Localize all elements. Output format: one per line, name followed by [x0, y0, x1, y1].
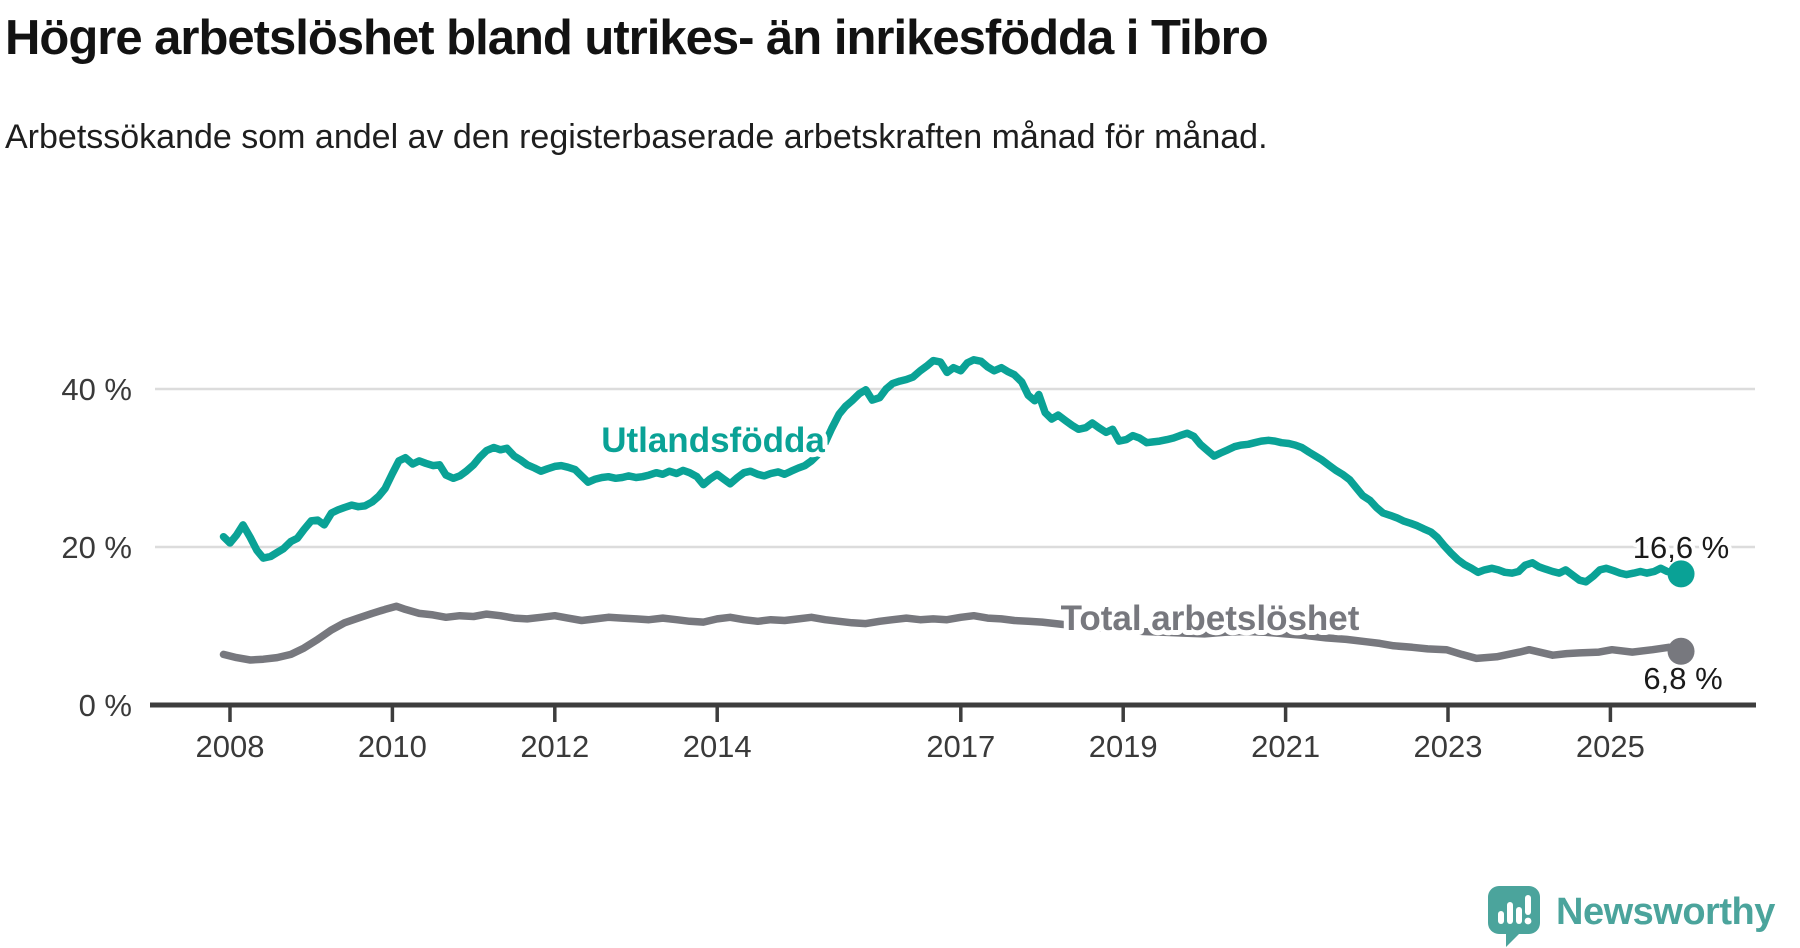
bar-chart-exclamation-icon — [1498, 895, 1532, 925]
series-layer — [219, 356, 1685, 664]
grid-layer — [155, 387, 1755, 549]
series-label-total-arbetsloshet: Total arbetslöshet — [1061, 599, 1360, 638]
x-axis-label: 2019 — [1089, 729, 1158, 764]
end-dots-layer — [1667, 560, 1695, 665]
x-axis-label: 2014 — [683, 729, 752, 764]
newsworthy-brand-text: Newsworthy — [1556, 891, 1775, 933]
chart-svg: 2008 2010 2012 2014 2017 2019 2021 2023 2025 0 % 2… — [61, 356, 1756, 764]
utlandsfodda-line — [219, 356, 1685, 586]
utlandsfodda-end-dot — [1667, 560, 1695, 588]
y-axis-label: 0 % — [79, 688, 132, 723]
x-axis-label: 2025 — [1576, 729, 1645, 764]
logo-speech-tail — [1506, 932, 1521, 947]
x-axis-label: 2023 — [1414, 729, 1483, 764]
axis-layer: 2008 2010 2012 2014 2017 2019 2021 2023 2025 0 % 2… — [61, 372, 1756, 764]
x-axis-label: 2017 — [926, 729, 995, 764]
page-title: Högre arbetslöshet bland utrikes- än inr… — [5, 11, 1269, 65]
total-arbetsloshet-line — [219, 602, 1685, 664]
end-value-label-total: 6,8 % — [1643, 661, 1722, 696]
newsworthy-logo-icon — [1488, 886, 1540, 934]
y-axis-label: 20 % — [61, 530, 132, 565]
x-axis-label: 2008 — [196, 729, 265, 764]
end-value-label-utlandsfodda: 16,6 % — [1633, 530, 1730, 565]
chart-area: 2008 2010 2012 2014 2017 2019 2021 2023 2025 0 % 2… — [0, 270, 1800, 770]
x-axis-label: 2012 — [520, 729, 589, 764]
chart-subtitle: Arbetssökande som andel av den registerb… — [5, 118, 1268, 156]
total-end-dot — [1667, 637, 1695, 665]
x-axis-label: 2010 — [358, 729, 427, 764]
x-axis-label: 2021 — [1251, 729, 1320, 764]
y-axis-label: 40 % — [61, 372, 132, 407]
series-label-utlandsfodda: Utlandsfödda — [601, 421, 825, 460]
